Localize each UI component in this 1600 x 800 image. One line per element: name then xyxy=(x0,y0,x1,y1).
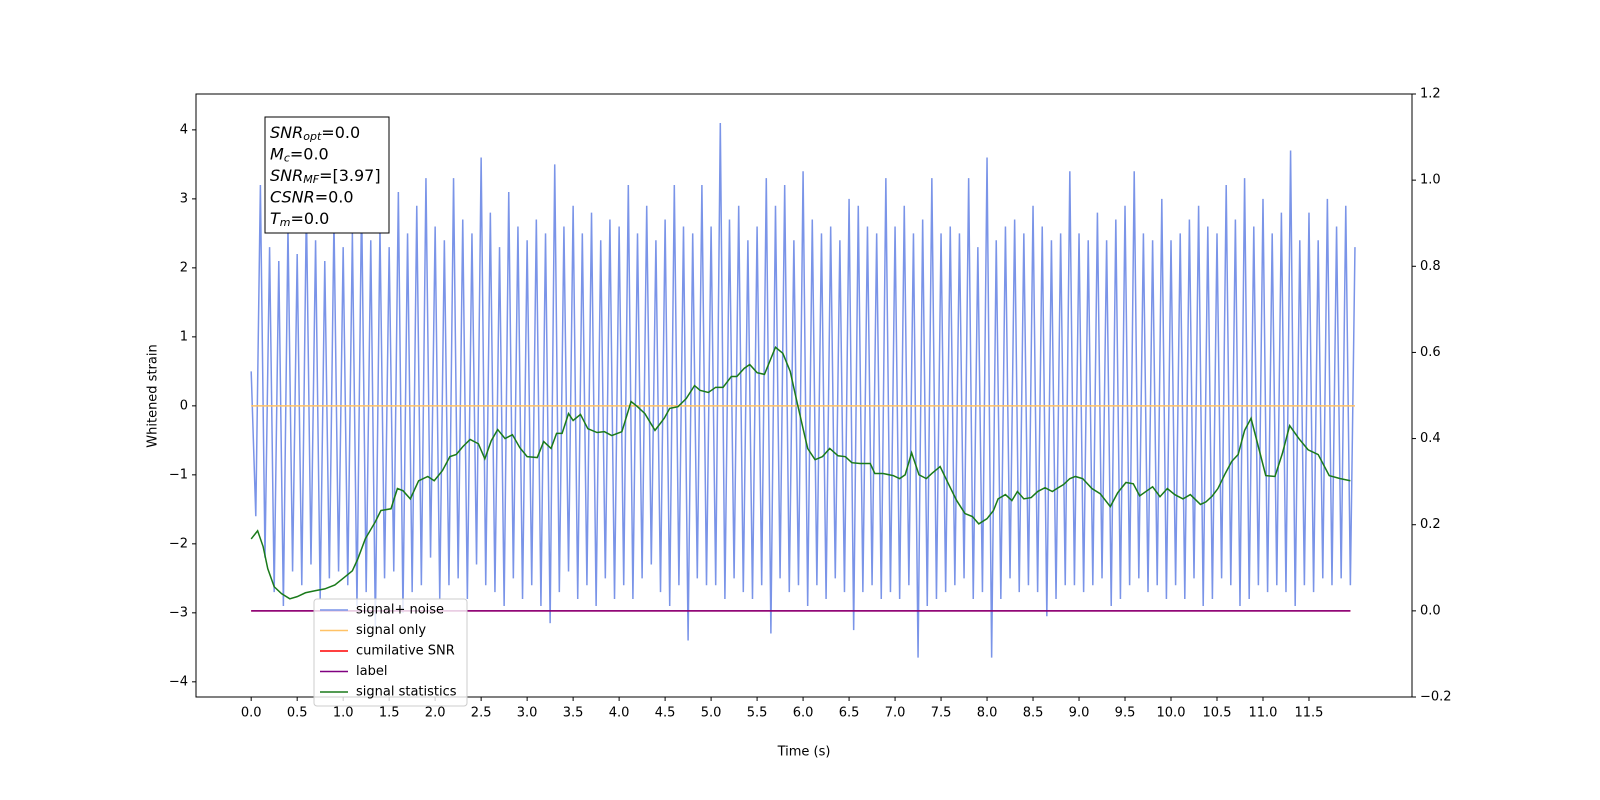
annotation-value: =0.0 xyxy=(321,123,360,142)
y-tick-label: −3 xyxy=(169,605,188,620)
annotation-box: SNRopt=0.0Mc=0.0SNRMF=[3.97]CSNR=0.0Tm=0… xyxy=(264,116,390,234)
annotation-symbol: M xyxy=(270,144,284,163)
annotation-symbol: SNR xyxy=(270,166,303,185)
x-tick-label: 5.5 xyxy=(747,706,768,721)
x-tick-label: 9.0 xyxy=(1069,706,1090,721)
x-tick-label: 4.0 xyxy=(609,706,630,721)
annotation-line: SNRMF=[3.97] xyxy=(270,166,381,187)
x-tick-label: 11.0 xyxy=(1249,706,1278,721)
x-axis-label: Time (s) xyxy=(777,745,831,760)
x-tick-label: 3.0 xyxy=(517,706,538,721)
x-tick-label: 3.5 xyxy=(563,706,584,721)
x-tick-label: 1.0 xyxy=(333,706,354,721)
x-tick-label: 6.5 xyxy=(839,706,860,721)
annotation-symbol: T xyxy=(270,209,281,228)
y-axis-label: Whitened strain xyxy=(146,344,161,447)
annotation-subscript: opt xyxy=(303,130,322,143)
y2-tick-label: 0.8 xyxy=(1420,259,1441,274)
annotation-value: =0.0 xyxy=(291,209,330,228)
x-tick-label: 9.5 xyxy=(1115,706,1136,721)
x-tick-label: 2.0 xyxy=(425,706,446,721)
x-tick-label: 7.0 xyxy=(885,706,906,721)
x-tick-label: 1.5 xyxy=(379,706,400,721)
y-tick-label: −4 xyxy=(169,674,188,689)
x-tick-label: 4.5 xyxy=(655,706,676,721)
x-tick-label: 2.5 xyxy=(471,706,492,721)
y2-tick-label: 1.0 xyxy=(1420,173,1441,188)
legend-label: cumilative SNR xyxy=(356,644,455,659)
annotation-subscript: c xyxy=(284,152,290,165)
y2-tick-label: 0.6 xyxy=(1420,345,1441,360)
x-tick-label: 8.5 xyxy=(1023,706,1044,721)
legend: signal+ noise signal only cumilative SNR la… xyxy=(313,598,468,707)
legend-label: signal+ noise xyxy=(356,603,444,618)
annotation-frame xyxy=(264,116,390,234)
y-tick-label: −2 xyxy=(169,536,188,551)
annotation-line: SNRopt=0.0 xyxy=(270,123,360,144)
annotation-value: =0.0 xyxy=(315,187,354,206)
x-tick-label: 5.0 xyxy=(701,706,722,721)
annotation-value: =[3.97] xyxy=(319,166,381,185)
y-tick-label: 0 xyxy=(180,398,188,413)
legend-frame xyxy=(313,598,468,707)
plot-frame xyxy=(195,93,1413,698)
y-tick-label: 3 xyxy=(180,191,188,206)
y2-tick-label: 0.2 xyxy=(1420,517,1441,532)
annotation-line: Tm=0.0 xyxy=(270,209,329,230)
y-tick-label: 4 xyxy=(180,122,188,137)
y2-tick-label: 1.2 xyxy=(1420,87,1441,102)
annotation-value: =0.0 xyxy=(290,144,329,163)
x-tick-label: 0.5 xyxy=(287,706,308,721)
annotation-symbol: CSNR xyxy=(270,187,315,206)
legend-label: signal only xyxy=(356,623,426,638)
x-tick-label: 10.0 xyxy=(1157,706,1186,721)
y-tick-label: 2 xyxy=(180,260,188,275)
y2-tick-label: 0.0 xyxy=(1420,603,1441,618)
y-tick-label: 1 xyxy=(180,329,188,344)
series-line xyxy=(250,122,1356,658)
x-tick-label: 11.5 xyxy=(1295,706,1324,721)
x-tick-label: 7.5 xyxy=(931,706,952,721)
y2-tick-label: −0.2 xyxy=(1420,690,1452,705)
legend-label: signal statistics xyxy=(356,685,457,700)
annotation-line: Mc=0.0 xyxy=(270,144,329,165)
annotation-line: CSNR=0.0 xyxy=(270,187,354,206)
x-tick-label: 8.0 xyxy=(977,706,998,721)
x-tick-label: 6.0 xyxy=(793,706,814,721)
legend-label: label xyxy=(356,664,387,679)
annotation-symbol: SNR xyxy=(270,123,303,142)
y-tick-label: −1 xyxy=(169,467,188,482)
annotation-subscript: m xyxy=(280,216,291,229)
series-line xyxy=(250,346,1351,600)
x-tick-label: 0.0 xyxy=(241,706,262,721)
y2-tick-label: 0.4 xyxy=(1420,431,1441,446)
x-tick-label: 10.5 xyxy=(1203,706,1232,721)
annotation-subscript: MF xyxy=(303,173,319,186)
